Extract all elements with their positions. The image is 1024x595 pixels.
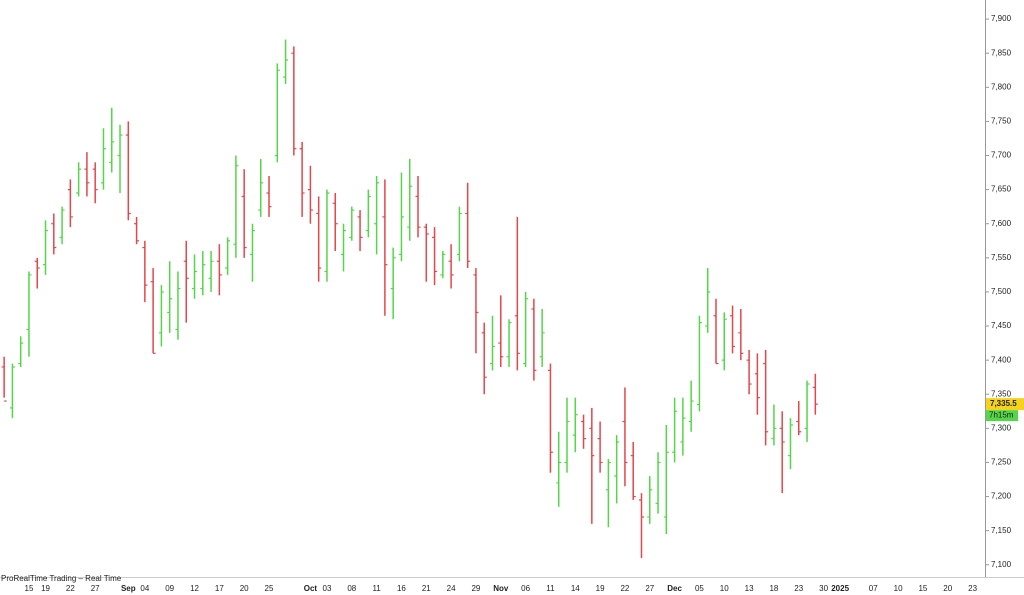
y-tick-label: 7,150 <box>991 526 1012 535</box>
y-tick-label: 7,750 <box>991 117 1012 126</box>
y-tick-label: 7,400 <box>991 355 1012 364</box>
y-tick-label: 7,800 <box>991 82 1012 91</box>
y-tick-label: 7,450 <box>991 321 1012 330</box>
x-tick-label: 07 <box>869 584 878 593</box>
x-tick-label: Nov <box>493 584 509 593</box>
x-tick-label: 10 <box>720 584 729 593</box>
y-tick-label: 7,850 <box>991 48 1012 57</box>
x-tick-label: 23 <box>968 584 977 593</box>
last-price-box <box>986 398 1024 411</box>
x-tick-label: 30 <box>819 584 828 593</box>
y-tick-label: 7,200 <box>991 492 1012 501</box>
x-tick-label: 19 <box>41 584 50 593</box>
x-tick-label: 09 <box>165 584 174 593</box>
x-tick-label: 21 <box>422 584 431 593</box>
x-tick-label: 08 <box>347 584 356 593</box>
y-tick-label: 7,700 <box>991 151 1012 160</box>
last-price-label: 7,335.5 <box>990 399 1017 408</box>
y-tick-label: 7,600 <box>991 219 1012 228</box>
y-tick-label: 7,500 <box>991 287 1012 296</box>
countdown-label: 7h15m <box>989 411 1014 420</box>
x-tick-label: 03 <box>323 584 332 593</box>
x-tick-label: Dec <box>667 584 682 593</box>
x-tick-label: 05 <box>695 584 704 593</box>
source-label: ProRealTime Trading – Real Time <box>1 574 122 583</box>
y-tick-label: 7,550 <box>991 253 1012 262</box>
x-tick-label: 19 <box>596 584 605 593</box>
x-tick-label: 11 <box>372 584 381 593</box>
x-tick-label: 12 <box>190 584 199 593</box>
x-tick-label: 15 <box>25 584 34 593</box>
x-tick-label: 06 <box>521 584 530 593</box>
y-tick-label: 7,250 <box>991 458 1012 467</box>
countdown-box <box>986 410 1018 422</box>
x-tick-label: 16 <box>397 584 406 593</box>
x-tick-label: 15 <box>918 584 927 593</box>
y-tick-label: 7,900 <box>991 14 1012 23</box>
y-tick-label: 7,650 <box>991 185 1012 194</box>
x-tick-label: 14 <box>571 584 580 593</box>
y-tick-label: 7,100 <box>991 560 1012 569</box>
x-tick-label: Oct <box>304 584 318 593</box>
x-tick-label: 24 <box>447 584 456 593</box>
y-tick-label: 7,300 <box>991 423 1012 432</box>
x-tick-label: 27 <box>91 584 100 593</box>
x-tick-label: 22 <box>66 584 75 593</box>
x-tick-label: Sep <box>121 584 136 593</box>
x-tick-label: 25 <box>265 584 274 593</box>
x-tick-label: 23 <box>794 584 803 593</box>
y-tick-label: 7,350 <box>991 389 1012 398</box>
x-tick-label: 18 <box>769 584 778 593</box>
x-tick-label: 29 <box>471 584 480 593</box>
x-tick-label: 04 <box>140 584 149 593</box>
x-tick-label: 2025 <box>831 584 849 593</box>
x-tick-label: 17 <box>215 584 224 593</box>
x-tick-label: 10 <box>894 584 903 593</box>
x-tick-label: 20 <box>240 584 249 593</box>
x-tick-label: 27 <box>645 584 654 593</box>
x-tick-label: 22 <box>620 584 629 593</box>
x-tick-label: 11 <box>546 584 555 593</box>
x-tick-label: 13 <box>745 584 754 593</box>
x-tick-label: 20 <box>943 584 952 593</box>
